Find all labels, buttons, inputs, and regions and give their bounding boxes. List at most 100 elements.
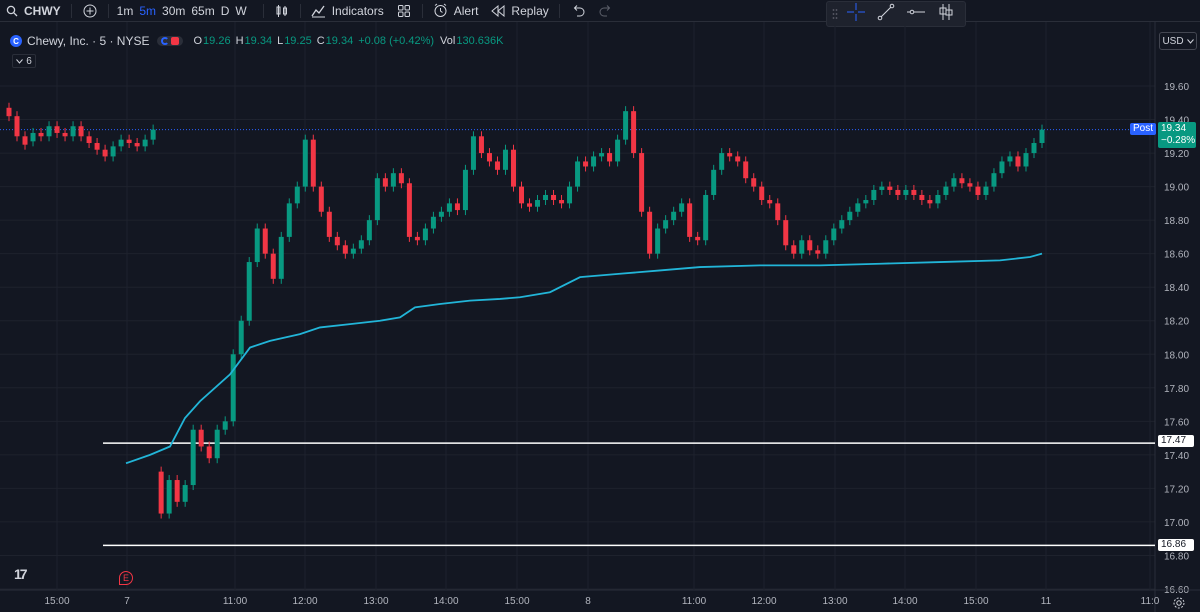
candle <box>991 173 997 187</box>
candle <box>414 236 420 241</box>
symbol-label: CHWY <box>24 3 61 18</box>
candle <box>6 107 12 117</box>
undo-button[interactable] <box>564 0 592 22</box>
candle <box>871 189 877 201</box>
candle <box>895 189 901 195</box>
redo-button[interactable] <box>592 0 620 22</box>
candle <box>999 161 1005 174</box>
collapse-indicators-button[interactable]: 6 <box>12 54 36 68</box>
candle <box>494 161 500 170</box>
vwap-line <box>125 252 1043 465</box>
candle <box>815 250 821 254</box>
candle <box>230 354 236 422</box>
candle <box>823 240 829 254</box>
candle <box>951 178 957 187</box>
layouts-button[interactable] <box>390 0 418 22</box>
y-tick-label: 17.20 <box>1164 484 1189 495</box>
candle <box>679 203 685 212</box>
interval-5m[interactable]: 5m <box>139 3 157 18</box>
x-tick-label: 14:00 <box>892 596 917 607</box>
top-toolbar: CHWY 1m 5m 30m 65m D W Indicators Alert <box>0 0 1200 22</box>
candle <box>735 156 741 162</box>
market-status-pill[interactable] <box>157 36 184 46</box>
candle <box>783 220 789 246</box>
candle <box>879 186 885 190</box>
undo-icon <box>570 3 586 19</box>
horizontal-line-price-tag[interactable]: 17.47 <box>1158 435 1194 447</box>
x-tick-label: 12:00 <box>751 596 776 607</box>
chart-settings-button[interactable] <box>1172 596 1186 610</box>
candle <box>270 253 276 279</box>
candle <box>551 194 557 201</box>
candle <box>703 194 709 241</box>
crosshair-tool[interactable] <box>843 2 869 25</box>
chevron-down-icon <box>16 56 24 67</box>
drag-handle-icon[interactable] <box>831 7 839 21</box>
candle <box>687 203 693 237</box>
horizontal-line-tool[interactable] <box>903 3 929 25</box>
horizontal-line-price-tag[interactable]: 16.86 <box>1158 539 1194 551</box>
post-market-badge: Post <box>1130 123 1157 135</box>
candle <box>559 200 565 204</box>
divider <box>558 3 560 18</box>
y-tick-label: 18.20 <box>1164 317 1189 328</box>
interval-group: 1m 5m 30m 65m D W <box>113 0 259 22</box>
legend-title[interactable]: Chewy, Inc. · 5 · NYSE <box>27 34 150 48</box>
divider <box>262 3 264 18</box>
candle <box>719 153 725 170</box>
alert-button[interactable]: Alert <box>427 0 485 22</box>
price-chart[interactable]: 19.60 19.40 19.20 19.00 18.80 18.60 18.40 18.20… <box>0 22 1200 612</box>
interval-30m[interactable]: 30m <box>162 3 186 18</box>
indicator-count: 6 <box>26 55 32 67</box>
candle <box>46 126 52 137</box>
candle <box>887 186 893 190</box>
interval-W[interactable]: W <box>235 3 247 18</box>
candle <box>631 111 637 154</box>
x-tick-label: 13:00 <box>363 596 388 607</box>
candle <box>695 236 701 241</box>
indicators-button[interactable]: Indicators <box>305 0 390 22</box>
interval-1m[interactable]: 1m <box>116 3 134 18</box>
indicators-label: Indicators <box>331 3 384 18</box>
interval-D[interactable]: D <box>220 3 230 18</box>
replay-button[interactable]: Replay <box>484 0 554 22</box>
candle <box>430 216 436 229</box>
tradingview-logo[interactable]: 17 <box>14 566 28 582</box>
symbol-search[interactable]: CHWY <box>0 0 67 22</box>
y-tick-label: 17.00 <box>1164 518 1189 529</box>
change-value: +0.08 (+0.42%) <box>358 35 435 47</box>
candle <box>807 240 813 251</box>
candle <box>190 429 196 486</box>
candle <box>967 183 973 187</box>
candle <box>318 186 324 212</box>
earnings-marker[interactable]: E <box>119 571 133 585</box>
candle <box>911 189 917 195</box>
candle <box>78 126 84 137</box>
candle <box>671 211 677 221</box>
candle <box>959 178 965 184</box>
divider <box>107 3 109 18</box>
compare-button[interactable] <box>76 0 104 22</box>
interval-65m[interactable]: 65m <box>191 3 215 18</box>
currency-label: USD <box>1162 35 1184 47</box>
candle <box>142 139 148 147</box>
candle <box>655 228 661 254</box>
candle <box>607 153 613 162</box>
x-tick-label: 11:00 <box>682 596 707 607</box>
candle <box>599 153 605 157</box>
low-key: L <box>277 35 284 47</box>
currency-select[interactable]: USD <box>1159 32 1197 50</box>
candle <box>975 186 981 195</box>
trend-line-tool[interactable] <box>873 3 899 25</box>
fib-tool[interactable] <box>933 3 959 25</box>
candle <box>847 211 853 221</box>
y-tick-label: 17.80 <box>1164 384 1189 395</box>
horizontal-line-icon <box>906 2 926 27</box>
chart-type-button[interactable] <box>268 0 296 22</box>
candle <box>326 211 332 237</box>
candle <box>254 228 260 263</box>
candle <box>214 429 220 459</box>
x-tick-label: 15:00 <box>504 596 529 607</box>
candle <box>422 228 428 241</box>
candle <box>1015 156 1021 167</box>
